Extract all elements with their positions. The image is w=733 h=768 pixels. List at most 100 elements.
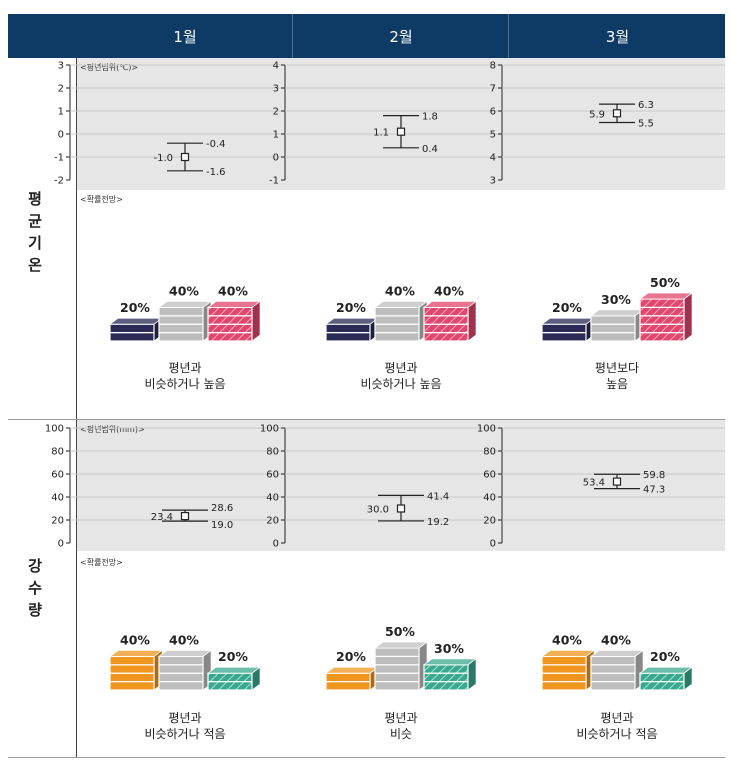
bar-2-slab	[158, 680, 204, 691]
bar-3-slab	[207, 680, 253, 691]
header-month-3: 3월	[605, 27, 630, 46]
bar-3-slab	[639, 306, 685, 317]
bar-3-label: 50%	[650, 275, 680, 290]
bar-1-slab	[109, 672, 155, 683]
y-tick-label: 1	[58, 107, 64, 118]
bar-3-top	[206, 300, 262, 308]
bar-3-side	[467, 300, 477, 342]
bar-2-top	[589, 309, 645, 317]
bar-2-slab	[590, 323, 636, 334]
bar-2-label: 30%	[601, 292, 631, 307]
bar-2-top	[157, 300, 213, 308]
bar-3-slab	[423, 332, 469, 342]
outlook-text: 평년과	[600, 711, 633, 725]
bar-2-slab	[590, 332, 636, 342]
row-separator	[8, 419, 725, 420]
range-high-label: 1.8	[422, 112, 438, 123]
bar-3-slab	[207, 306, 253, 317]
bar-2-top	[373, 641, 429, 649]
bar-2-slab	[374, 664, 420, 674]
outlook-text: 비슷하거나 적음	[144, 727, 225, 741]
bar-3-slab	[423, 680, 469, 691]
bar-2-slab	[590, 672, 636, 683]
bar-2-slab	[374, 332, 420, 342]
bar-1-slab	[109, 323, 155, 334]
bar-2-slab	[158, 323, 204, 334]
y-tick-label: 0	[273, 539, 279, 550]
range-low-label: 19.2	[427, 517, 449, 528]
y-tick-label: 80	[51, 447, 64, 458]
range-mid-marker	[180, 511, 190, 521]
y-tick-label: 3	[490, 176, 496, 187]
bar-1-slab	[541, 664, 587, 674]
bar-1-label: 40%	[120, 632, 150, 647]
range-high-label: 41.4	[427, 491, 449, 502]
y-tick-label: 20	[483, 516, 496, 527]
bar-2-slab	[158, 306, 204, 317]
range-mid-label: 1.1	[373, 128, 389, 139]
bar-1-slab	[541, 680, 587, 691]
y-tick-label: 60	[266, 470, 279, 481]
bar-1-slab	[325, 323, 371, 334]
bar-2-slab	[590, 680, 636, 691]
y-tick-label: 8	[490, 61, 496, 72]
y-tick-label: 20	[51, 516, 64, 527]
bar-1-slab	[325, 680, 371, 691]
y-tick-label: -1	[54, 153, 64, 164]
bar-3-label: 20%	[650, 649, 680, 664]
bar-1-slab	[109, 655, 155, 666]
y-tick-label: 3	[273, 84, 279, 95]
range-mid-label: 5.9	[589, 109, 605, 120]
bar-2-slab	[158, 315, 204, 325]
outlook-text: 비슷	[390, 727, 412, 741]
range-mid-marker	[396, 127, 406, 136]
range-mid-marker	[180, 152, 190, 162]
y-tick-label: 0	[58, 130, 64, 141]
bar-1-slab	[541, 655, 587, 666]
bar-3-side	[251, 300, 261, 342]
bar-2-top	[373, 300, 429, 308]
range-mid-label: -1.0	[153, 153, 173, 164]
bar-3-slab	[639, 315, 685, 325]
y-tick-label: 20	[266, 516, 279, 527]
range-low-label: -1.6	[206, 167, 226, 178]
precipitation-prob-note: <확률전망>	[80, 558, 123, 567]
bar-1-slab	[325, 332, 371, 342]
bar-3-slab	[207, 315, 253, 325]
y-tick-label: 7	[490, 84, 496, 95]
bar-3-label: 40%	[434, 283, 464, 298]
bar-2-top	[589, 650, 645, 657]
header-month-2: 2월	[389, 27, 413, 46]
y-tick-label: 5	[490, 130, 496, 141]
y-tick-label: 6	[490, 107, 496, 118]
bar-2-label: 40%	[169, 632, 199, 647]
outlook-text: 평년과	[384, 711, 417, 725]
range-mid-label: 30.0	[367, 505, 389, 516]
y-tick-label: 60	[483, 470, 496, 481]
range-mid-marker	[612, 477, 622, 486]
bar-2-slab	[158, 655, 204, 666]
bar-1-top	[540, 650, 596, 657]
outlook-text: 평년보다	[595, 361, 639, 375]
y-tick-label: 40	[483, 493, 496, 504]
bar-1-top	[324, 666, 380, 674]
y-tick-label: 100	[477, 424, 496, 435]
y-tick-label: 4	[490, 153, 496, 164]
range-high-label: -0.4	[206, 139, 226, 150]
bar-3-slab	[639, 680, 685, 691]
bar-1-top	[324, 317, 380, 325]
bar-3-top	[422, 300, 478, 308]
bar-3-top	[422, 658, 478, 666]
range-low-label: 5.5	[638, 119, 654, 130]
bar-1-label: 20%	[336, 649, 366, 664]
y-tick-label: 40	[51, 493, 64, 504]
bar-2-slab	[590, 664, 636, 674]
bar-1-slab	[541, 672, 587, 683]
y-tick-label: -2	[54, 176, 64, 187]
range-high-label: 6.3	[638, 100, 654, 111]
y-tick-label: 1	[273, 130, 279, 141]
row-label-temperature: 평 균 기 온	[28, 190, 42, 274]
bar-2-slab	[374, 323, 420, 334]
bar-3-slab	[207, 323, 253, 334]
y-tick-label: 80	[483, 447, 496, 458]
